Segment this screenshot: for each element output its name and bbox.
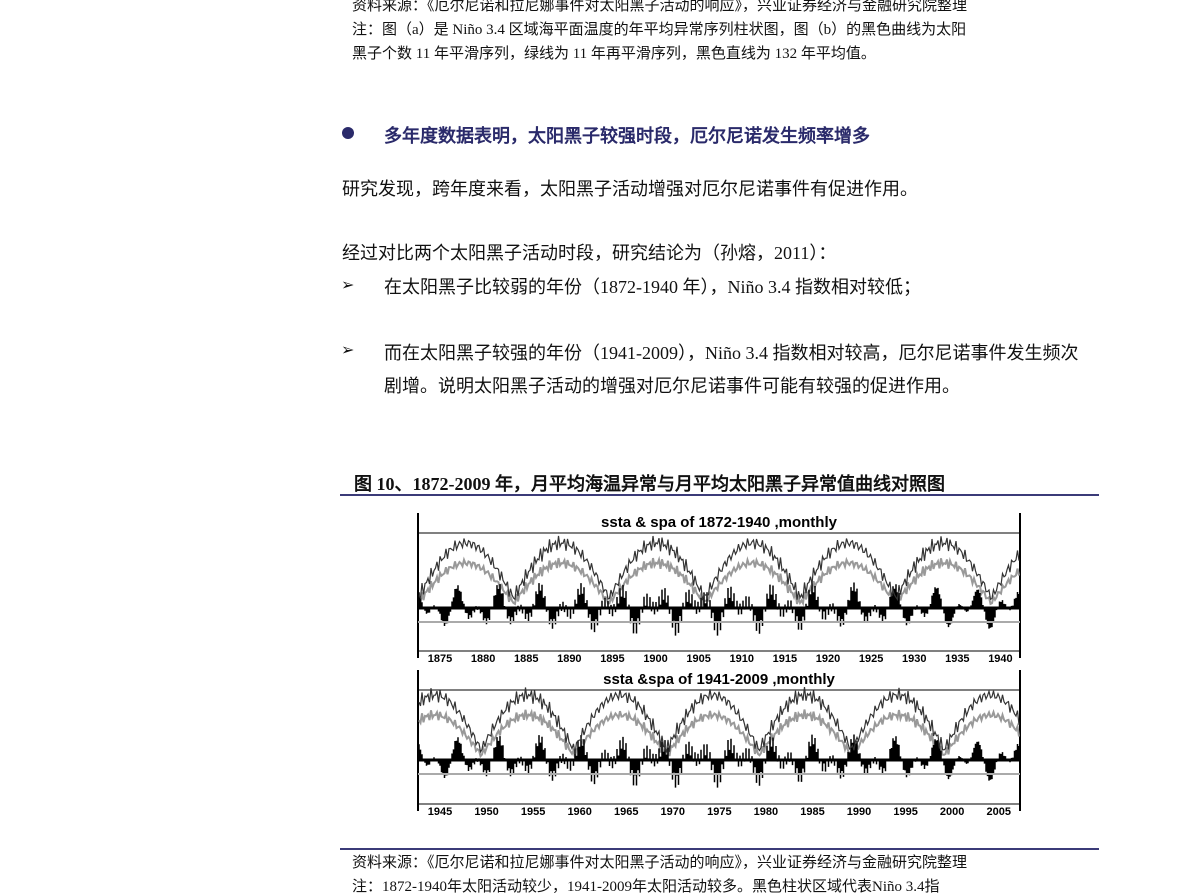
x-tick-label: 1945	[428, 806, 452, 818]
x-tick-label: 2000	[940, 806, 964, 818]
note-top: 注：图（a）是 Niño 3.4 区域海平面温度的年平均异常序列柱状图，图（b）…	[352, 22, 967, 38]
x-tick-label: 1915	[773, 653, 797, 665]
x-tick-label: 1950	[474, 806, 498, 818]
figure-note: 注：1872-1940年太阳活动较少，1941-2009年太阳活动较多。黑色柱状…	[352, 879, 940, 895]
x-tick-label: 1885	[514, 653, 538, 665]
paragraph: 经过对比两个太阳黑子活动时段，研究结论为（孙熔，2011）：	[342, 243, 837, 263]
x-tick-label: 1875	[428, 653, 452, 665]
trace	[418, 535, 1020, 601]
figure-title: 图 10、1872-2009 年，月平均海温异常与月平均太阳黑子异常值曲线对照图	[354, 474, 945, 494]
x-tick-label: 1880	[471, 653, 495, 665]
paragraph: 研究发现，跨年度来看，太阳黑子活动增强对厄尔尼诺事件有促进作用。	[342, 179, 918, 199]
note-top: 黑子个数 11 年平滑序列，绿线为 11 年再平滑序列，黑色直线为 132 年平…	[352, 46, 876, 62]
trace	[418, 555, 1020, 609]
rule	[340, 848, 1099, 850]
x-tick-label: 1920	[816, 653, 840, 665]
figure-image: ssta & spa of 1872-1940 ,monthly 1875 1880…	[417, 513, 1021, 818]
x-tick-label: 1890	[557, 653, 581, 665]
x-tick-label: 1990	[847, 806, 871, 818]
trace	[418, 734, 1020, 788]
trace	[418, 582, 1020, 636]
x-tick-label: 1925	[859, 653, 883, 665]
x-tick-label: 1960	[567, 806, 591, 818]
trace	[418, 687, 1020, 754]
figure-source: 资料来源：《厄尔尼诺和拉尼娜事件对太阳黑子活动的响应》，兴业证券经济与金融研究院…	[352, 855, 968, 871]
source-top: 资料来源：《厄尔尼诺和拉尼娜事件对太阳黑子活动的响应》，兴业证券经济与金融研究院…	[352, 0, 968, 14]
panel-title: ssta & spa of 1872-1940 ,monthly	[601, 514, 838, 531]
x-tick-label: 1975	[707, 806, 731, 818]
list-marker: ➢	[341, 342, 355, 359]
x-tick-label: 1965	[614, 806, 638, 818]
x-tick-label: 1970	[661, 806, 685, 818]
x-tick-label: 1900	[643, 653, 667, 665]
x-tick-label: 1995	[893, 806, 917, 818]
x-tick-label: 1935	[945, 653, 969, 665]
panel-title: ssta &spa of 1941-2009 ,monthly	[603, 671, 835, 688]
list-item: 在太阳黑子比较弱的年份（1872-1940 年），Niño 3.4 指数相对较低…	[384, 277, 921, 297]
trace	[418, 708, 1020, 761]
x-tick-label: 2005	[986, 806, 1010, 818]
x-tick-label: 1895	[600, 653, 624, 665]
x-tick-label: 1940	[988, 653, 1012, 665]
x-tick-label: 1985	[800, 806, 824, 818]
list-marker: ➢	[341, 277, 355, 294]
heading: 多年度数据表明，太阳黑子较强时段，厄尔尼诺发生频率增多	[384, 126, 870, 146]
list-item: 而在太阳黑子较强的年份（1941-2009），Niño 3.4 指数相对较高，厄…	[384, 343, 1079, 396]
x-tick-label: 1930	[902, 653, 926, 665]
x-tick-label: 1910	[730, 653, 754, 665]
x-tick-label: 1955	[521, 806, 545, 818]
rule	[340, 494, 1099, 496]
bullet	[342, 127, 354, 139]
x-tick-label: 1980	[754, 806, 778, 818]
x-tick-label: 1905	[686, 653, 710, 665]
